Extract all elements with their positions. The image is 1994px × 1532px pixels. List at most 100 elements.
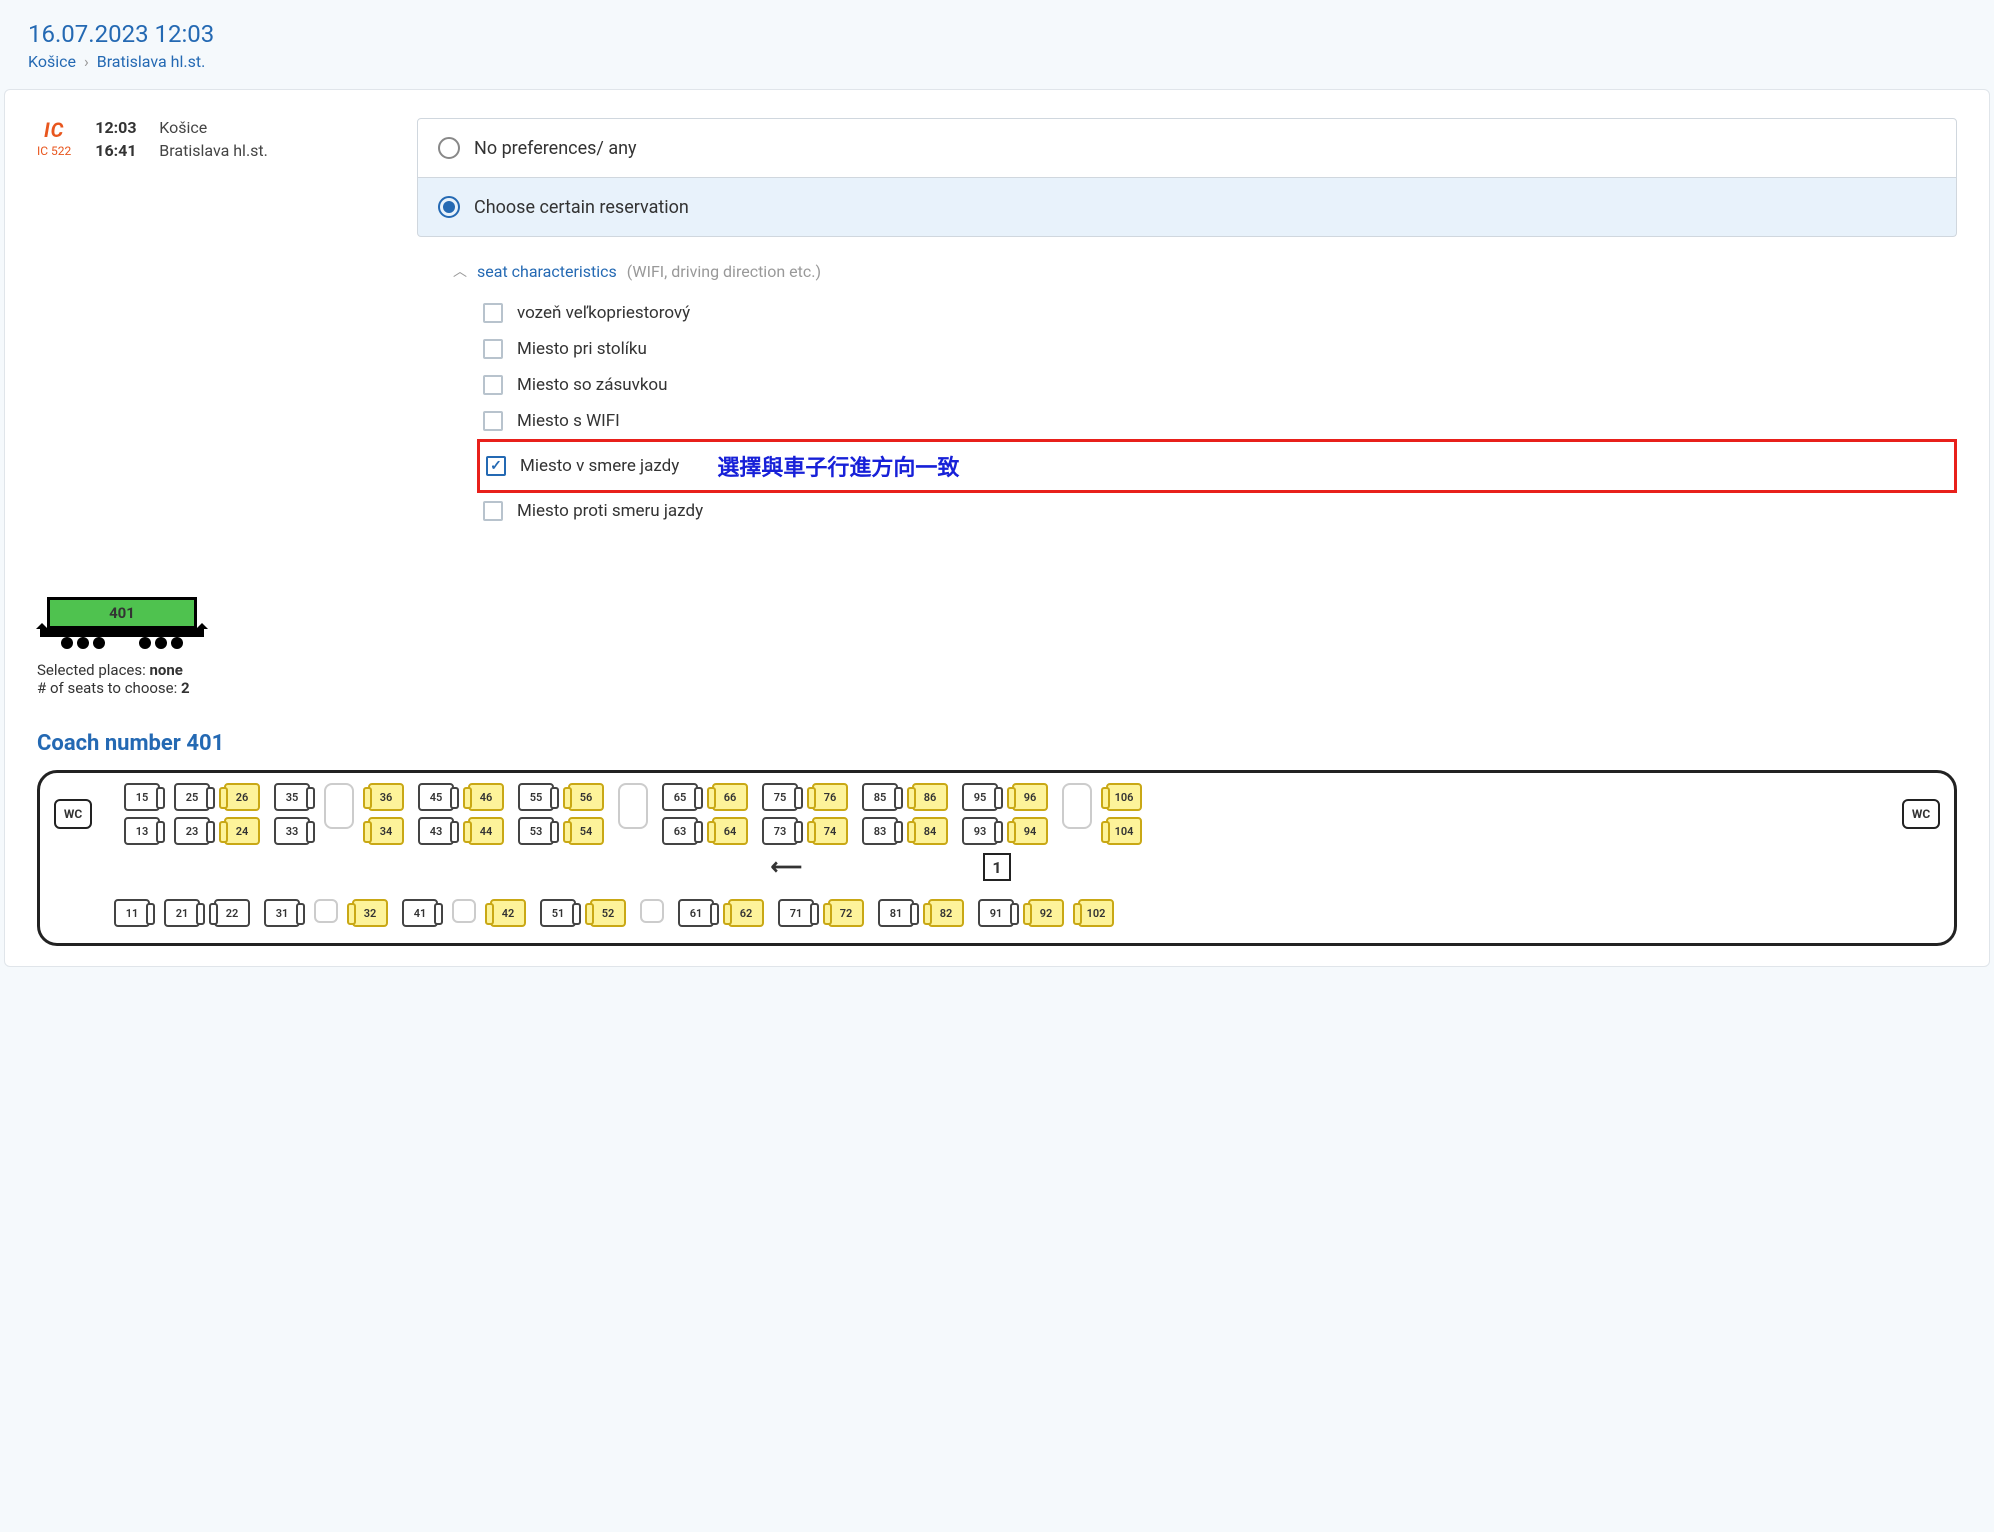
seat-56[interactable]: 56 xyxy=(568,783,604,811)
seat-21[interactable]: 21 xyxy=(164,899,200,927)
seat-45[interactable]: 45 xyxy=(418,783,454,811)
seat-row-top: WC 15 13 25 23 26 24 35 33 36 34 45 43 46 44 55 53 56 54 6… xyxy=(54,783,1940,845)
seat-63[interactable]: 63 xyxy=(662,817,698,845)
seat-93[interactable]: 93 xyxy=(962,817,998,845)
seat-91[interactable]: 91 xyxy=(978,899,1014,927)
selected-places-value: none xyxy=(150,661,183,679)
seat-43[interactable]: 43 xyxy=(418,817,454,845)
seat-81[interactable]: 81 xyxy=(878,899,914,927)
coach-number: 401 xyxy=(109,604,135,622)
seat-92[interactable]: 92 xyxy=(1028,899,1064,927)
checkbox-icon xyxy=(483,501,503,521)
checkbox-miesto-pri-stol-ku[interactable]: Miesto pri stolíku xyxy=(477,331,1957,367)
checkbox-miesto-so-z-suvkou[interactable]: Miesto so zásuvkou xyxy=(477,367,1957,403)
arrival-time: 16:41 xyxy=(95,141,145,160)
checkbox-miesto-v-smere-jazdy[interactable]: Miesto v smere jazdy選擇與車子行進方向一致 xyxy=(477,439,1957,493)
breadcrumb-from[interactable]: Košice xyxy=(28,52,76,71)
characteristics-list: vozeň veľkopriestorový Miesto pri stolíku… xyxy=(477,295,1957,529)
checkbox-miesto-s-wifi[interactable]: Miesto s WIFI xyxy=(477,403,1957,439)
seat-62[interactable]: 62 xyxy=(728,899,764,927)
main-card: IC IC 522 12:03 Košice 16:41 Bratislava … xyxy=(4,89,1990,967)
seats-to-choose-label: # of seats to choose: xyxy=(37,679,177,697)
seat-96[interactable]: 96 xyxy=(1012,783,1048,811)
seat-15[interactable]: 15 xyxy=(124,783,160,811)
seat-61[interactable]: 61 xyxy=(678,899,714,927)
seat-64[interactable]: 64 xyxy=(712,817,748,845)
seat-33[interactable]: 33 xyxy=(274,817,310,845)
characteristics-toggle[interactable]: ︿ seat characteristics (WIFI, driving di… xyxy=(453,261,1957,281)
divider xyxy=(618,783,648,829)
seat-group: 15 13 25 23 26 24 35 33 36 34 45 43 46 44 55 53 56 54 65 63… xyxy=(124,783,1142,845)
seat-13[interactable]: 13 xyxy=(124,817,160,845)
coach-wheels xyxy=(37,637,207,649)
seat-73[interactable]: 73 xyxy=(762,817,798,845)
seat-51[interactable]: 51 xyxy=(540,899,576,927)
divider xyxy=(452,899,476,923)
seat-94[interactable]: 94 xyxy=(1012,817,1048,845)
option-no-preference[interactable]: No preferences/ any xyxy=(417,118,1957,178)
seat-86[interactable]: 86 xyxy=(912,783,948,811)
divider xyxy=(1062,783,1092,829)
direction-row: ⟵ 1 xyxy=(54,853,1940,881)
seat-23[interactable]: 23 xyxy=(174,817,210,845)
seat-32[interactable]: 32 xyxy=(352,899,388,927)
seat-11[interactable]: 11 xyxy=(114,899,150,927)
train-stops: 12:03 Košice 16:41 Bratislava hl.st. xyxy=(95,118,268,547)
option-label: No preferences/ any xyxy=(474,138,637,159)
seat-75[interactable]: 75 xyxy=(762,783,798,811)
selection-info: Selected places: none # of seats to choo… xyxy=(37,661,1957,697)
checkbox-miesto-proti-smeru-jazdy[interactable]: Miesto proti smeru jazdy xyxy=(477,493,1957,529)
wc-icon: WC xyxy=(54,799,92,829)
seat-85[interactable]: 85 xyxy=(862,783,898,811)
characteristics-hint: (WIFI, driving direction etc.) xyxy=(627,262,821,281)
checkbox-icon xyxy=(483,303,503,323)
seat-42[interactable]: 42 xyxy=(490,899,526,927)
seat-65[interactable]: 65 xyxy=(662,783,698,811)
seat-74[interactable]: 74 xyxy=(812,817,848,845)
seat-106[interactable]: 106 xyxy=(1106,783,1142,811)
seat-66[interactable]: 66 xyxy=(712,783,748,811)
seat-31[interactable]: 31 xyxy=(264,899,300,927)
seat-41[interactable]: 41 xyxy=(402,899,438,927)
seat-52[interactable]: 52 xyxy=(590,899,626,927)
train-info: IC IC 522 12:03 Košice 16:41 Bratislava … xyxy=(37,118,377,547)
checkbox-voze-ve-kopriestorov-[interactable]: vozeň veľkopriestorový xyxy=(477,295,1957,331)
checkbox-icon xyxy=(483,339,503,359)
seat-84[interactable]: 84 xyxy=(912,817,948,845)
seat-102[interactable]: 102 xyxy=(1078,899,1114,927)
checkbox-label: vozeň veľkopriestorový xyxy=(517,303,690,323)
seat-35[interactable]: 35 xyxy=(274,783,310,811)
seat-46[interactable]: 46 xyxy=(468,783,504,811)
seat-26[interactable]: 26 xyxy=(224,783,260,811)
seat-72[interactable]: 72 xyxy=(828,899,864,927)
seat-54[interactable]: 54 xyxy=(568,817,604,845)
train-number: IC 522 xyxy=(37,144,71,158)
page-header: 16.07.2023 12:03 Košice › Bratislava hl.… xyxy=(0,0,1994,89)
seat-36[interactable]: 36 xyxy=(368,783,404,811)
wc-icon: WC xyxy=(1902,799,1940,829)
divider xyxy=(314,899,338,923)
seat-55[interactable]: 55 xyxy=(518,783,554,811)
seat-row-bottom: 11 21 22 31 32 41 42 51 52 61 62 71 72 81 82 91 92 102 xyxy=(54,899,1940,927)
seat-24[interactable]: 24 xyxy=(224,817,260,845)
seat-76[interactable]: 76 xyxy=(812,783,848,811)
coach-chassis xyxy=(40,629,204,637)
seat-25[interactable]: 25 xyxy=(174,783,210,811)
seat-95[interactable]: 95 xyxy=(962,783,998,811)
seat-34[interactable]: 34 xyxy=(368,817,404,845)
coach-icon[interactable]: 401 xyxy=(37,597,207,649)
seat-22[interactable]: 22 xyxy=(214,899,250,927)
seat-83[interactable]: 83 xyxy=(862,817,898,845)
breadcrumb-to[interactable]: Bratislava hl.st. xyxy=(97,52,206,71)
coach-section: 401 Selected places: none # of seats to … xyxy=(37,597,1957,946)
direction-arrow-icon: ⟵ xyxy=(771,855,803,880)
seat-44[interactable]: 44 xyxy=(468,817,504,845)
seat-characteristics: ︿ seat characteristics (WIFI, driving di… xyxy=(453,261,1957,529)
seat-82[interactable]: 82 xyxy=(928,899,964,927)
seat-53[interactable]: 53 xyxy=(518,817,554,845)
seat-71[interactable]: 71 xyxy=(778,899,814,927)
seat-104[interactable]: 104 xyxy=(1106,817,1142,845)
checkbox-label: Miesto s WIFI xyxy=(517,411,620,431)
option-choose-reservation[interactable]: Choose certain reservation xyxy=(417,178,1957,237)
chevron-up-icon: ︿ xyxy=(453,261,467,281)
